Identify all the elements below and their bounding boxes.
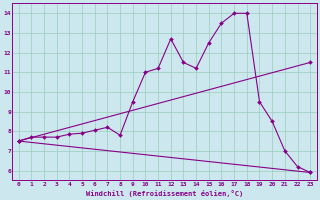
- X-axis label: Windchill (Refroidissement éolien,°C): Windchill (Refroidissement éolien,°C): [86, 190, 243, 197]
